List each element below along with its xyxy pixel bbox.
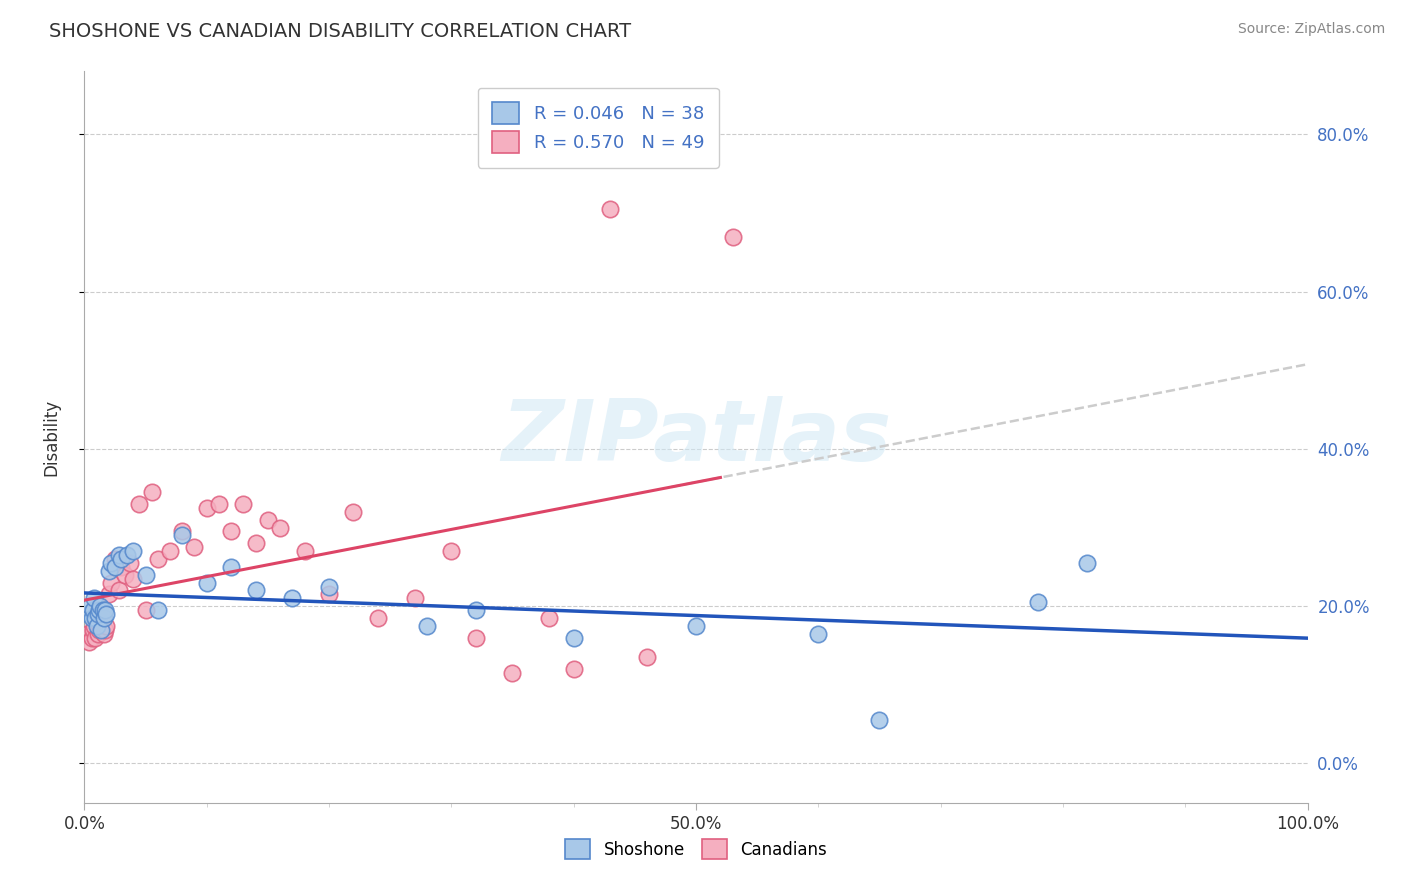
Point bbox=[77, 634, 100, 648]
Point bbox=[122, 572, 145, 586]
Point bbox=[122, 544, 145, 558]
Point bbox=[118, 556, 141, 570]
Point bbox=[80, 631, 103, 645]
Point bbox=[84, 611, 107, 625]
Point bbox=[562, 631, 585, 645]
Point bbox=[208, 497, 231, 511]
Point bbox=[440, 544, 463, 558]
Point bbox=[87, 626, 110, 640]
Point bbox=[146, 552, 169, 566]
Point bbox=[83, 591, 105, 606]
Point bbox=[685, 619, 707, 633]
Point bbox=[96, 607, 118, 621]
Point bbox=[172, 528, 194, 542]
Point bbox=[141, 485, 163, 500]
Point bbox=[94, 623, 117, 637]
Point bbox=[86, 615, 108, 629]
Point bbox=[84, 631, 107, 645]
Point bbox=[94, 603, 117, 617]
Point bbox=[636, 650, 658, 665]
Point bbox=[107, 548, 129, 562]
Point bbox=[318, 580, 340, 594]
Legend: Shoshone, Canadians: Shoshone, Canadians bbox=[557, 830, 835, 868]
Point bbox=[89, 615, 111, 629]
Text: Source: ZipAtlas.com: Source: ZipAtlas.com bbox=[1237, 22, 1385, 37]
Point bbox=[404, 591, 426, 606]
Point bbox=[97, 587, 120, 601]
Point bbox=[245, 536, 267, 550]
Text: SHOSHONE VS CANADIAN DISABILITY CORRELATION CHART: SHOSHONE VS CANADIAN DISABILITY CORRELAT… bbox=[49, 22, 631, 41]
Point bbox=[110, 552, 132, 566]
Point bbox=[77, 607, 100, 621]
Point bbox=[195, 575, 218, 590]
Point bbox=[721, 229, 744, 244]
Point bbox=[1028, 595, 1050, 609]
Point bbox=[219, 524, 242, 539]
Point bbox=[100, 556, 122, 570]
Y-axis label: Disability: Disability bbox=[42, 399, 60, 475]
Point bbox=[807, 626, 830, 640]
Point bbox=[87, 607, 110, 621]
Point bbox=[82, 623, 104, 637]
Point bbox=[135, 567, 157, 582]
Point bbox=[172, 524, 194, 539]
Point bbox=[195, 500, 218, 515]
Point bbox=[869, 713, 891, 727]
Point bbox=[82, 603, 104, 617]
Point bbox=[294, 544, 316, 558]
Point bbox=[91, 611, 114, 625]
Point bbox=[90, 623, 112, 637]
Point bbox=[502, 666, 524, 681]
Point bbox=[281, 591, 304, 606]
Point bbox=[146, 603, 169, 617]
Point bbox=[79, 599, 101, 614]
Point bbox=[538, 611, 561, 625]
Point bbox=[93, 611, 115, 625]
Point bbox=[104, 559, 127, 574]
Point bbox=[159, 544, 181, 558]
Point bbox=[93, 626, 115, 640]
Point bbox=[232, 497, 254, 511]
Point bbox=[91, 603, 114, 617]
Point bbox=[464, 603, 486, 617]
Point bbox=[97, 564, 120, 578]
Point bbox=[87, 623, 110, 637]
Text: ZIPatlas: ZIPatlas bbox=[501, 395, 891, 479]
Point bbox=[104, 552, 127, 566]
Point bbox=[114, 567, 136, 582]
Point bbox=[269, 520, 291, 534]
Point bbox=[80, 611, 103, 625]
Point bbox=[183, 540, 205, 554]
Point bbox=[96, 619, 118, 633]
Point bbox=[562, 662, 585, 676]
Point bbox=[318, 587, 340, 601]
Point bbox=[100, 575, 122, 590]
Point bbox=[115, 548, 138, 562]
Point bbox=[342, 505, 364, 519]
Point bbox=[87, 603, 110, 617]
Point bbox=[107, 583, 129, 598]
Point bbox=[86, 619, 108, 633]
Point bbox=[599, 202, 621, 216]
Point bbox=[245, 583, 267, 598]
Point bbox=[110, 559, 132, 574]
Point bbox=[416, 619, 439, 633]
Point bbox=[76, 626, 98, 640]
Point bbox=[464, 631, 486, 645]
Point bbox=[83, 619, 105, 633]
Point bbox=[128, 497, 150, 511]
Point bbox=[135, 603, 157, 617]
Point bbox=[367, 611, 389, 625]
Point bbox=[257, 513, 280, 527]
Point bbox=[1076, 556, 1098, 570]
Point bbox=[219, 559, 242, 574]
Point bbox=[89, 599, 111, 614]
